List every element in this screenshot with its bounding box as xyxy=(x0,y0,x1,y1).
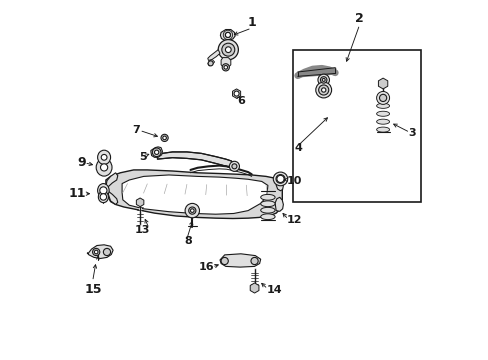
Polygon shape xyxy=(275,197,283,211)
Ellipse shape xyxy=(260,201,275,207)
Circle shape xyxy=(225,32,230,37)
Polygon shape xyxy=(207,59,214,66)
Circle shape xyxy=(234,91,239,96)
Polygon shape xyxy=(207,50,220,60)
Circle shape xyxy=(154,150,159,154)
Polygon shape xyxy=(87,245,113,258)
Polygon shape xyxy=(105,187,118,204)
Text: 8: 8 xyxy=(184,236,192,246)
Polygon shape xyxy=(221,58,230,67)
Circle shape xyxy=(152,148,161,157)
Circle shape xyxy=(225,32,230,37)
Circle shape xyxy=(321,88,325,92)
Ellipse shape xyxy=(260,194,275,200)
Text: 15: 15 xyxy=(84,283,102,296)
Circle shape xyxy=(101,154,107,160)
Polygon shape xyxy=(122,175,267,214)
Circle shape xyxy=(100,194,106,200)
Ellipse shape xyxy=(376,111,389,116)
Text: 2: 2 xyxy=(355,12,364,25)
Polygon shape xyxy=(157,152,234,170)
Text: 10: 10 xyxy=(286,176,302,186)
Text: 1: 1 xyxy=(247,16,256,29)
Ellipse shape xyxy=(275,175,285,183)
Ellipse shape xyxy=(273,172,287,186)
Circle shape xyxy=(379,94,386,102)
Ellipse shape xyxy=(376,127,389,132)
Polygon shape xyxy=(250,283,259,293)
Text: 11: 11 xyxy=(68,187,86,200)
Circle shape xyxy=(222,64,229,71)
Text: 4: 4 xyxy=(294,143,302,153)
Circle shape xyxy=(224,66,227,69)
Text: 13: 13 xyxy=(134,225,150,235)
Circle shape xyxy=(250,257,258,265)
Circle shape xyxy=(101,164,107,171)
Circle shape xyxy=(317,74,329,86)
Polygon shape xyxy=(106,170,282,219)
Text: 6: 6 xyxy=(237,96,244,106)
Circle shape xyxy=(103,248,110,256)
Ellipse shape xyxy=(376,103,389,108)
Ellipse shape xyxy=(98,150,110,165)
Ellipse shape xyxy=(98,191,108,203)
Text: 14: 14 xyxy=(266,285,282,295)
Polygon shape xyxy=(136,198,143,207)
Polygon shape xyxy=(151,147,162,157)
Text: 9: 9 xyxy=(77,156,86,169)
Text: 16: 16 xyxy=(198,262,213,272)
Polygon shape xyxy=(378,78,387,89)
Bar xyxy=(292,50,420,202)
Circle shape xyxy=(92,248,100,256)
Circle shape xyxy=(315,82,331,98)
Circle shape xyxy=(229,161,239,171)
Circle shape xyxy=(218,40,238,60)
Circle shape xyxy=(320,77,326,83)
Circle shape xyxy=(322,78,325,81)
Circle shape xyxy=(223,30,232,40)
Polygon shape xyxy=(220,254,260,267)
Circle shape xyxy=(208,61,213,66)
Circle shape xyxy=(318,85,328,95)
Circle shape xyxy=(188,207,196,214)
Ellipse shape xyxy=(376,119,389,124)
Circle shape xyxy=(231,164,237,169)
Text: 7: 7 xyxy=(132,125,140,135)
Polygon shape xyxy=(232,89,240,98)
Text: 3: 3 xyxy=(407,128,415,138)
Circle shape xyxy=(190,209,194,212)
Circle shape xyxy=(94,250,98,254)
Polygon shape xyxy=(105,173,118,191)
Text: 5: 5 xyxy=(140,152,147,162)
Circle shape xyxy=(100,187,107,194)
Polygon shape xyxy=(220,30,235,40)
Ellipse shape xyxy=(96,159,112,176)
Circle shape xyxy=(163,136,166,140)
Ellipse shape xyxy=(260,207,275,213)
Text: 12: 12 xyxy=(286,215,302,225)
Polygon shape xyxy=(276,181,283,191)
Circle shape xyxy=(161,134,168,141)
Ellipse shape xyxy=(260,214,275,220)
Ellipse shape xyxy=(98,184,109,197)
Circle shape xyxy=(222,43,234,56)
Circle shape xyxy=(276,175,284,183)
Circle shape xyxy=(185,203,199,218)
Circle shape xyxy=(221,257,228,265)
Circle shape xyxy=(376,91,389,104)
Circle shape xyxy=(225,47,231,53)
